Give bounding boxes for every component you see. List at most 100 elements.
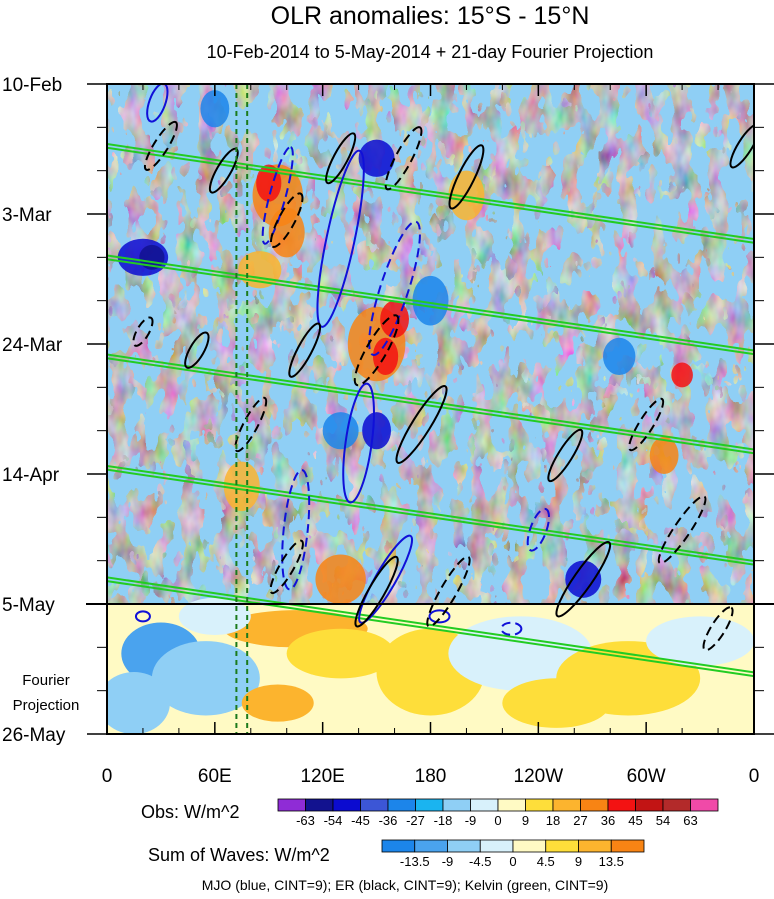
colorbar-swatch	[662, 798, 691, 812]
mjo-contour	[146, 84, 169, 123]
colorbar-label: 63	[683, 813, 697, 828]
er-contour	[132, 316, 154, 347]
colorbar-label: -63	[296, 813, 315, 828]
er-contour	[143, 120, 178, 171]
er-contour	[555, 541, 612, 618]
mjo-contour	[368, 220, 421, 357]
waves-legend-label: Sum of Waves: W/m^2	[148, 845, 330, 865]
colorbar-swatch	[415, 798, 444, 812]
kelvin-contour	[107, 464, 754, 562]
er-contour	[448, 144, 485, 210]
y-tick-label: 3-Mar	[2, 205, 52, 226]
er-contour	[702, 606, 734, 652]
colorbar-swatch	[525, 798, 554, 812]
anomaly-spot	[565, 560, 602, 598]
mjo-contour	[500, 621, 523, 636]
colorbar-label: -4.5	[469, 854, 491, 869]
anomaly-spot	[200, 90, 230, 128]
kelvin-contour	[107, 353, 754, 451]
colorbar-swatch	[360, 798, 389, 812]
colorbar-label: 18	[546, 813, 560, 828]
er-contour	[657, 495, 707, 565]
colorbar-swatch	[578, 839, 612, 853]
anomaly-spot	[671, 362, 693, 388]
projection-spot	[151, 641, 260, 716]
anomaly-spot	[322, 412, 359, 450]
colorbar-label: -9	[442, 854, 454, 869]
er-contour	[269, 539, 304, 595]
anomaly-spot	[380, 300, 409, 338]
colorbar-swatch	[610, 839, 645, 853]
colorbar-swatch	[497, 798, 526, 812]
colorbar-label: 0	[509, 854, 516, 869]
er-contour	[547, 428, 584, 483]
kelvin-contour	[107, 143, 754, 241]
x-tick-label: 180	[415, 766, 447, 787]
anomaly-spot	[362, 412, 391, 450]
colorbar-swatch	[512, 839, 547, 853]
projection-spot	[241, 684, 314, 722]
colorbar-label: -54	[324, 813, 343, 828]
er-contour	[234, 396, 268, 453]
x-tick-label: 0	[749, 766, 760, 787]
y-tick-label: 10-Feb	[2, 75, 62, 96]
x-tick-label: 60W	[627, 766, 666, 787]
obs-colorbar: -63 -54 -45 -36 -27 -18 -9 0 9 18 27 36 45 54 63	[277, 798, 719, 828]
colorbar-label: 13.5	[599, 854, 624, 869]
colorbar-label: 9	[522, 813, 529, 828]
kelvin-contour	[107, 146, 754, 244]
mjo-contour	[526, 507, 550, 552]
waves-colorbar: -13.5 -9 -4.5 0 4.5 9 13.5	[381, 839, 645, 869]
plot-field	[107, 84, 754, 734]
er-contour	[184, 331, 210, 369]
anomaly-spot	[315, 554, 366, 605]
colorbar-swatch	[442, 798, 471, 812]
colorbar-swatch	[332, 798, 361, 812]
colorbar-swatch	[414, 839, 448, 853]
projection-spot	[107, 672, 170, 734]
colorbar-swatch	[381, 839, 416, 853]
colorbar-label: -9	[465, 813, 477, 828]
colorbar-label: 45	[628, 813, 642, 828]
colorbar-swatch	[635, 798, 664, 812]
chart-subtitle: 10-Feb-2014 to 5-May-2014 + 21-day Fouri…	[207, 42, 654, 62]
er-contour	[729, 123, 754, 169]
kelvin-contour	[107, 576, 754, 674]
mjo-contour	[428, 609, 451, 624]
colorbar-swatch	[607, 798, 636, 812]
colorbar-label: -13.5	[400, 854, 430, 869]
er-contour	[288, 322, 322, 378]
y-tick-label: 14-Apr	[2, 465, 60, 486]
er-contour	[353, 314, 400, 387]
x-axis: 0 60E 120E 180 120W 60W 0	[102, 84, 760, 787]
y-tick-label: 26-May	[2, 725, 66, 746]
colorbar-label: -18	[434, 813, 453, 828]
anomaly-spot	[603, 337, 636, 375]
y-tick-label: 24-Mar	[2, 335, 63, 356]
mjo-contour	[316, 149, 365, 328]
anomaly-spot	[412, 275, 449, 326]
x-tick-label: 0	[102, 766, 113, 787]
er-contour	[426, 555, 471, 628]
colorbar-label: -27	[406, 813, 425, 828]
colorbar-swatch	[305, 798, 334, 812]
colorbar-label: 27	[573, 813, 587, 828]
kelvin-contour	[107, 254, 754, 352]
colorbar-swatch	[580, 798, 609, 812]
er-contour	[269, 192, 304, 248]
kelvin-contour	[107, 258, 754, 356]
anomaly-spot	[358, 139, 395, 177]
x-tick-label: 120W	[514, 766, 564, 787]
anomaly-spot	[649, 436, 679, 475]
kelvin-contour	[107, 468, 754, 566]
obs-legend-label: Obs: W/m^2	[141, 802, 239, 822]
anomaly-spot	[448, 170, 485, 221]
mjo-contour	[261, 146, 294, 245]
colorbar-label: -36	[379, 813, 398, 828]
projection-spot	[178, 597, 251, 635]
mjo-contour	[134, 610, 151, 623]
er-contour	[354, 555, 399, 628]
colorbar-swatch	[690, 798, 719, 812]
er-contour	[325, 132, 357, 185]
